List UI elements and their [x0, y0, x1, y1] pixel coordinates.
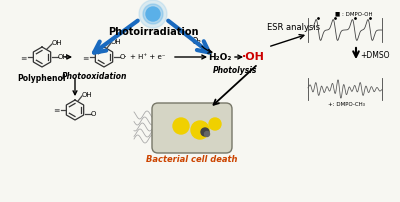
Text: + H⁺ + e⁻: + H⁺ + e⁻ — [130, 54, 166, 60]
Circle shape — [191, 121, 209, 139]
Text: OH: OH — [52, 40, 63, 46]
Text: Photooxidation: Photooxidation — [62, 72, 128, 81]
Text: Bacterial cell death: Bacterial cell death — [146, 154, 238, 163]
Text: Photolysis: Photolysis — [213, 66, 257, 75]
Circle shape — [146, 8, 160, 22]
Text: Polyphenol: Polyphenol — [18, 74, 66, 83]
Text: OH: OH — [82, 92, 93, 98]
Text: O·: O· — [120, 54, 128, 60]
Text: ESR analysis: ESR analysis — [268, 22, 320, 31]
Text: H₂O₂: H₂O₂ — [208, 52, 232, 61]
Text: OH: OH — [58, 54, 69, 60]
Text: ·OH: ·OH — [242, 52, 264, 62]
Text: ≡: ≡ — [54, 106, 60, 115]
Circle shape — [173, 118, 189, 134]
Circle shape — [201, 128, 209, 136]
Text: O: O — [91, 110, 96, 116]
Circle shape — [139, 1, 167, 29]
Text: ≡: ≡ — [21, 53, 27, 62]
Circle shape — [204, 132, 210, 137]
Circle shape — [143, 5, 163, 25]
Text: +DMSO: +DMSO — [360, 50, 390, 59]
Text: OH: OH — [111, 39, 122, 45]
Text: Photoirradiation: Photoirradiation — [108, 27, 198, 37]
Text: +: DMPO-CH₃: +: DMPO-CH₃ — [328, 101, 365, 106]
FancyBboxPatch shape — [152, 103, 232, 153]
Text: ≡: ≡ — [83, 53, 89, 62]
Text: ■ : DMPO-OH: ■ : DMPO-OH — [335, 11, 373, 16]
Text: O₂: O₂ — [191, 36, 201, 45]
Circle shape — [209, 118, 221, 130]
